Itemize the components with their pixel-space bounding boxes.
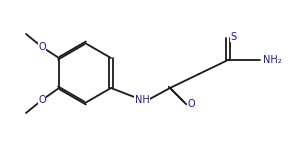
Text: O: O (38, 42, 46, 52)
Text: S: S (230, 32, 236, 42)
Text: O: O (188, 99, 196, 109)
Text: NH: NH (135, 95, 149, 105)
Text: O: O (38, 95, 46, 105)
Text: NH₂: NH₂ (263, 55, 282, 65)
